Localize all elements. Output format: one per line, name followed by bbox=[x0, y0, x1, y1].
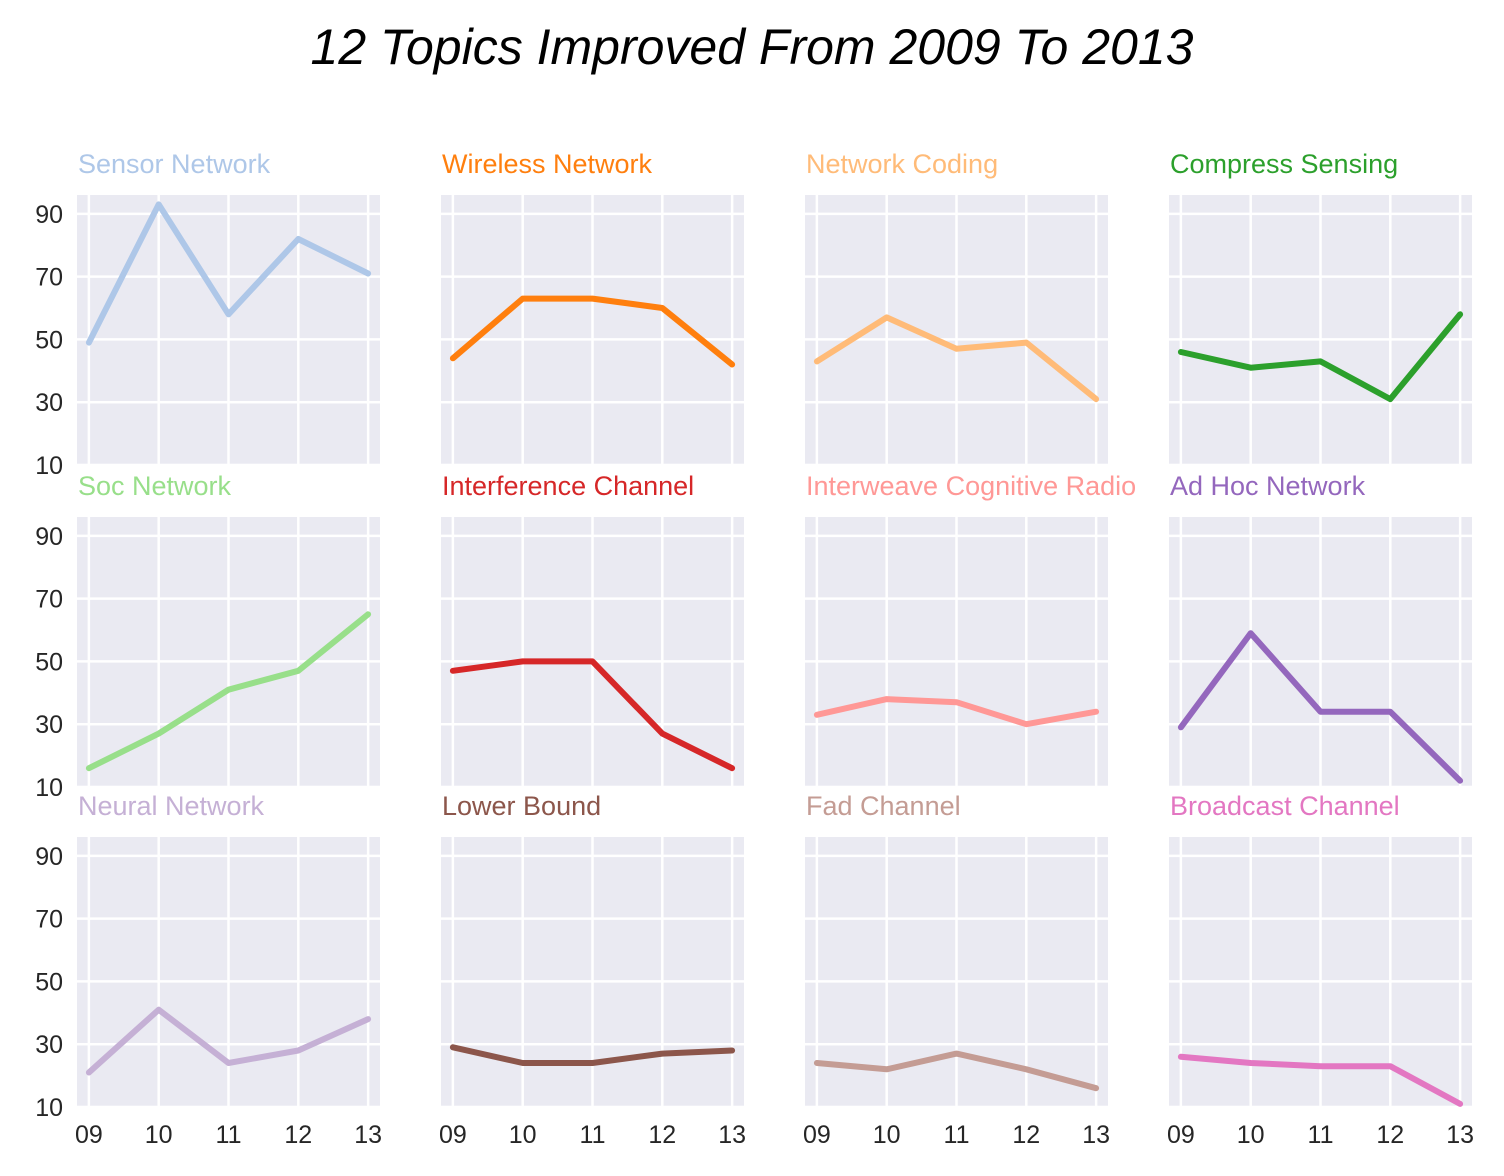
panel-title: Soc Network bbox=[78, 471, 232, 501]
x-tick-label: 09 bbox=[1167, 1121, 1195, 1149]
x-tick-label: 11 bbox=[944, 1121, 970, 1149]
panel-title: Broadcast Channel bbox=[1170, 791, 1400, 821]
panel-8: Neural Network 10 30 50 70 90 09 10 11 12 13 bbox=[35, 791, 382, 1149]
y-tick-label: 50 bbox=[35, 968, 63, 996]
series-line bbox=[813, 1050, 1100, 1092]
x-tick-label: 12 bbox=[1376, 1121, 1404, 1149]
y-tick-label: 70 bbox=[35, 264, 63, 292]
series-line bbox=[1177, 311, 1464, 403]
x-tick-label: 12 bbox=[648, 1121, 676, 1149]
panel-title: Network Coding bbox=[806, 149, 998, 179]
y-tick-label: 30 bbox=[35, 389, 63, 417]
panel-3: Compress Sensing bbox=[1169, 149, 1472, 467]
panel-title: Lower Bound bbox=[442, 791, 601, 821]
y-tick-label: 50 bbox=[35, 326, 63, 354]
panel-1: Wireless Network bbox=[441, 149, 744, 467]
y-tick-label: 50 bbox=[35, 648, 63, 676]
y-tick-label: 10 bbox=[35, 774, 63, 802]
x-tick-label: 09 bbox=[439, 1121, 467, 1149]
panel-6: Interweave Cognitive Radio bbox=[805, 471, 1136, 789]
x-tick-label: 10 bbox=[1237, 1121, 1265, 1149]
x-tick-label: 10 bbox=[873, 1121, 901, 1149]
y-tick-label: 10 bbox=[35, 1094, 63, 1122]
panel-title: Neural Network bbox=[78, 791, 265, 821]
chart-title: 12 Topics Improved From 2009 To 2013 bbox=[310, 19, 1194, 75]
series-line bbox=[85, 611, 372, 772]
y-tick-label: 90 bbox=[35, 843, 63, 871]
panel-10: Fad Channel 09 10 11 12 13 bbox=[803, 791, 1110, 1149]
x-tick-label: 11 bbox=[580, 1121, 606, 1149]
y-tick-label: 70 bbox=[35, 586, 63, 614]
series-line bbox=[449, 295, 736, 368]
x-tick-label: 13 bbox=[1446, 1121, 1474, 1149]
x-tick-label: 12 bbox=[284, 1121, 312, 1149]
panel-title: Ad Hoc Network bbox=[1170, 471, 1366, 501]
panel-4: Soc Network 10 30 50 70 90 bbox=[35, 471, 380, 802]
panel-0: Sensor Network 10 30 50 70 90 bbox=[35, 149, 380, 480]
x-tick-label: 12 bbox=[1012, 1121, 1040, 1149]
x-tick-label: 09 bbox=[803, 1121, 831, 1149]
panel-title: Fad Channel bbox=[806, 791, 961, 821]
panel-title: Compress Sensing bbox=[1170, 149, 1398, 179]
panel-7: Ad Hoc Network bbox=[1169, 471, 1472, 789]
panel-title: Sensor Network bbox=[78, 149, 271, 179]
y-tick-label: 70 bbox=[35, 906, 63, 934]
series-line bbox=[85, 201, 372, 346]
x-tick-label: 11 bbox=[1308, 1121, 1334, 1149]
x-tick-label: 09 bbox=[75, 1121, 103, 1149]
panel-2: Network Coding bbox=[805, 149, 1108, 467]
panel-title: Wireless Network bbox=[442, 149, 653, 179]
y-tick-label: 10 bbox=[35, 452, 63, 480]
series-line bbox=[1177, 630, 1464, 784]
series-line bbox=[813, 314, 1100, 403]
series-line bbox=[1177, 1053, 1464, 1107]
series-line bbox=[449, 658, 736, 772]
panel-9: Lower Bound 09 10 11 12 13 bbox=[439, 791, 746, 1149]
y-tick-label: 30 bbox=[35, 1031, 63, 1059]
x-tick-label: 13 bbox=[354, 1121, 382, 1149]
y-tick-label: 30 bbox=[35, 711, 63, 739]
panel-title: Interference Channel bbox=[442, 471, 694, 501]
x-tick-label: 11 bbox=[216, 1121, 242, 1149]
panel-11: Broadcast Channel 09 10 11 12 13 bbox=[1167, 791, 1474, 1149]
y-tick-label: 90 bbox=[35, 523, 63, 551]
panel-title: Interweave Cognitive Radio bbox=[806, 471, 1136, 501]
y-tick-label: 90 bbox=[35, 201, 63, 229]
series-line bbox=[449, 1044, 736, 1066]
x-tick-label: 13 bbox=[718, 1121, 746, 1149]
panel-5: Interference Channel bbox=[441, 471, 744, 789]
x-tick-label: 10 bbox=[145, 1121, 173, 1149]
series-line bbox=[85, 1006, 372, 1076]
x-tick-label: 10 bbox=[509, 1121, 537, 1149]
x-tick-label: 13 bbox=[1082, 1121, 1110, 1149]
series-line bbox=[813, 696, 1100, 728]
